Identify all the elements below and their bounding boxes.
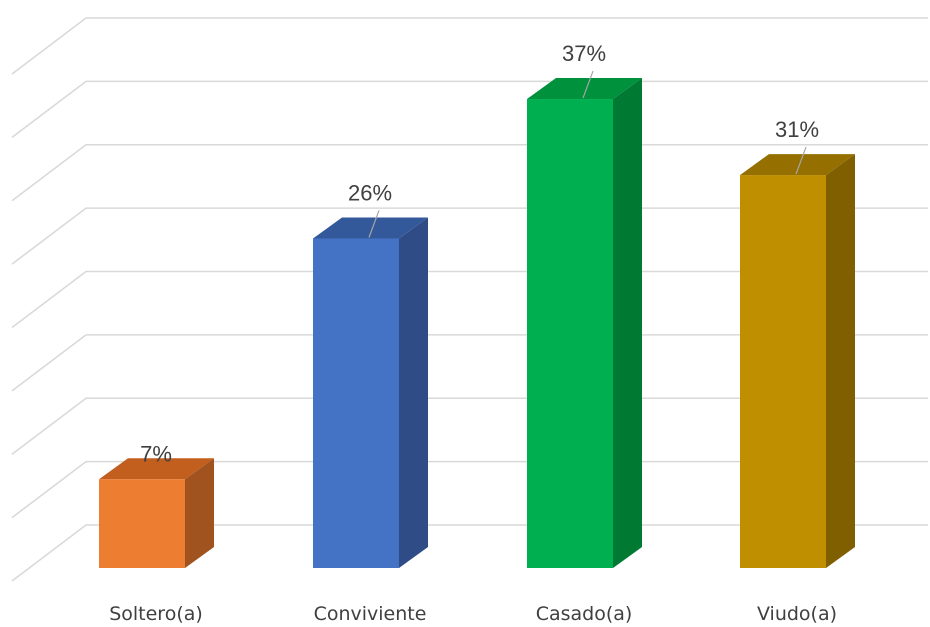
- data-label: 31%: [775, 117, 819, 142]
- category-label: Conviviente: [314, 603, 427, 625]
- category-label: Soltero(a): [109, 603, 203, 625]
- gridline: [11, 524, 928, 582]
- leader-line: [368, 210, 380, 238]
- bar-front: [99, 479, 185, 568]
- gridline: [11, 207, 928, 265]
- data-label: 7%: [140, 441, 172, 466]
- bar-side: [185, 458, 214, 568]
- gridline: [11, 17, 928, 75]
- bar: [313, 217, 428, 568]
- bar: [99, 458, 214, 568]
- bar: [740, 154, 855, 568]
- data-label: 37%: [562, 41, 606, 66]
- category-labels: Soltero(a) Conviviente Casado(a) Viudo(a): [109, 603, 837, 625]
- bar-front: [313, 238, 399, 568]
- gridline: [11, 460, 928, 519]
- bar-top: [527, 78, 642, 100]
- gridline: [11, 334, 928, 392]
- gridline: [11, 270, 928, 329]
- gridline: [11, 80, 928, 139]
- bar-top: [99, 458, 214, 480]
- bar-side: [826, 154, 855, 568]
- bar-side: [399, 217, 428, 568]
- category-label: Casado(a): [536, 603, 633, 625]
- bar-top: [740, 154, 855, 176]
- bars: [99, 78, 855, 569]
- category-label: Viudo(a): [757, 603, 837, 625]
- leader-line: [582, 70, 594, 99]
- gridline: [11, 397, 928, 455]
- bar-front: [740, 175, 826, 568]
- bar-side: [613, 78, 642, 569]
- bar-front: [527, 99, 613, 569]
- bar: [527, 78, 642, 569]
- gridline: [11, 143, 928, 202]
- leader-line: [795, 146, 807, 175]
- data-labels: 7% 26% 37% 31%: [140, 41, 819, 466]
- bar-top: [313, 217, 428, 239]
- grid-lines: [11, 17, 928, 582]
- data-label: 26%: [348, 180, 392, 205]
